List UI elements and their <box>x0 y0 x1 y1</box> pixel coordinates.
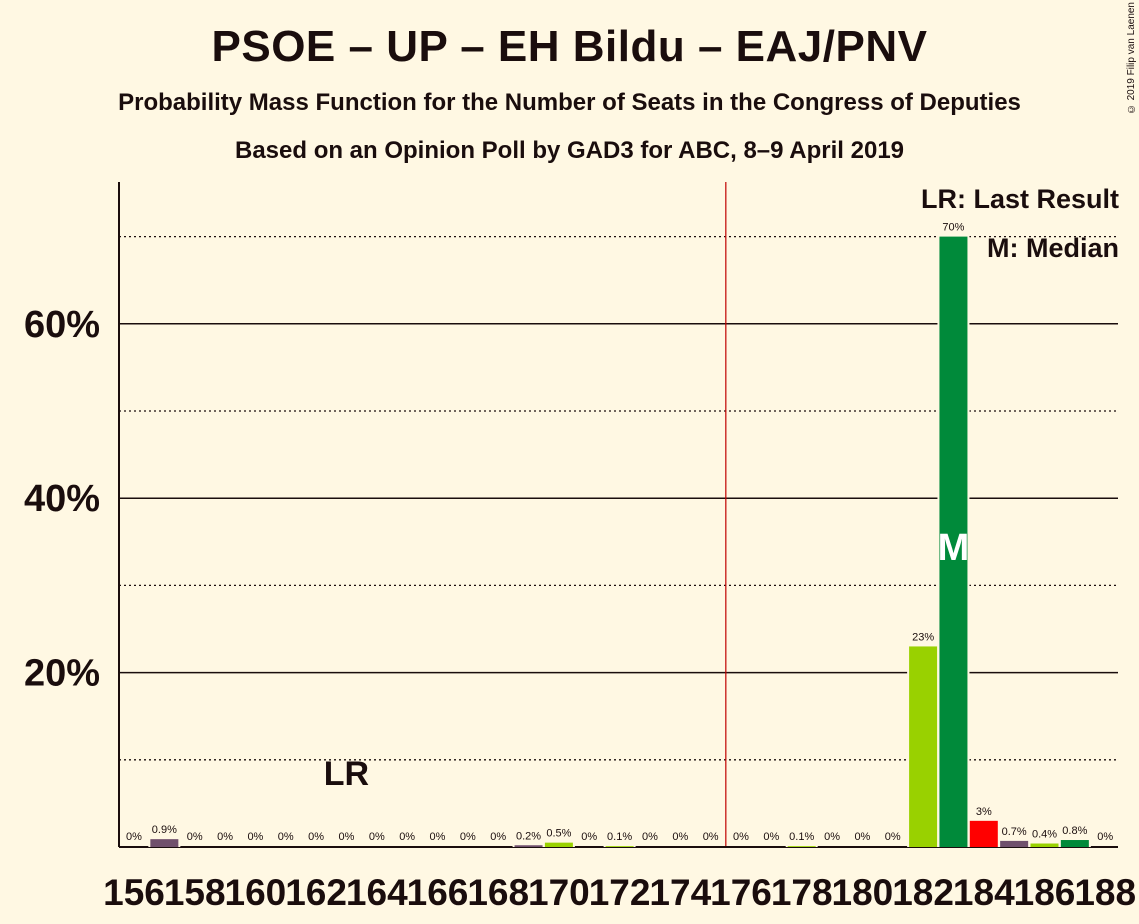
bar-label-182: 23% <box>912 631 934 643</box>
x-tick-label: 176 <box>710 872 772 913</box>
bar-183 <box>939 236 968 848</box>
bar-label-168: 0% <box>490 831 506 843</box>
x-tick-label: 182 <box>892 872 954 913</box>
legend-median: M: Median <box>987 233 1119 263</box>
bar-label-176: 0% <box>733 831 749 843</box>
bar-label-169: 0.2% <box>516 830 541 842</box>
bar-label-163: 0% <box>338 831 354 843</box>
bar-label-174: 0% <box>672 831 688 843</box>
chart-title: PSOE – UP – EH Bildu – EAJ/PNV <box>211 22 928 71</box>
bar-label-164: 0% <box>369 831 385 843</box>
bar-outline <box>512 843 545 847</box>
bar-label-181: 0% <box>885 831 901 843</box>
bar-169 <box>514 845 543 847</box>
bar-outline <box>603 844 636 847</box>
bar-label-156: 0% <box>126 831 142 843</box>
bar-label-186: 0.4% <box>1032 829 1057 841</box>
bar-label-188: 0% <box>1097 831 1113 843</box>
bar-label-158: 0% <box>187 831 203 843</box>
last-result-marker: LR <box>324 755 369 793</box>
chart-subtitle: Probability Mass Function for the Number… <box>118 89 1021 116</box>
bar-172 <box>605 846 634 847</box>
bar-label-160: 0% <box>247 831 263 843</box>
x-tick-label: 164 <box>346 872 408 913</box>
x-tick-label: 180 <box>832 872 894 913</box>
bar-label-180: 0% <box>854 831 870 843</box>
bar-label-170: 0.5% <box>546 828 571 840</box>
bar-182 <box>909 646 938 847</box>
bar-label-179: 0% <box>824 831 840 843</box>
x-tick-label: 188 <box>1074 872 1136 913</box>
x-tick-label: 160 <box>225 872 287 913</box>
x-tick-label: 186 <box>1014 872 1076 913</box>
chart-source: Based on an Opinion Poll by GAD3 for ABC… <box>234 137 905 164</box>
bar-label-177: 0% <box>763 831 779 843</box>
bar-label-184: 3% <box>976 806 992 818</box>
x-tick-label: 162 <box>285 872 347 913</box>
x-tick-label: 166 <box>407 872 469 913</box>
bar-label-187: 0.8% <box>1062 825 1087 837</box>
bar-178 <box>787 846 816 847</box>
x-tick-label: 172 <box>589 872 651 913</box>
legend-last-result: LR: Last Result <box>920 184 1119 214</box>
bar-label-183: 70% <box>942 222 964 234</box>
median-marker: M <box>938 527 970 569</box>
bar-label-178: 0.1% <box>789 831 814 843</box>
x-tick-label: 174 <box>649 872 711 913</box>
x-tick-label: 156 <box>103 872 165 913</box>
x-tick-label: 178 <box>771 872 833 913</box>
bar-label-171: 0% <box>581 831 597 843</box>
bar-label-167: 0% <box>460 831 476 843</box>
y-tick-label: 20% <box>24 653 100 695</box>
y-tick-label: 40% <box>24 478 100 520</box>
bar-label-173: 0% <box>642 831 658 843</box>
bar-185 <box>1000 840 1029 847</box>
bar-label-165: 0% <box>399 831 415 843</box>
bar-170 <box>544 842 573 847</box>
bar-label-162: 0% <box>308 831 324 843</box>
bar-label-166: 0% <box>430 831 446 843</box>
bar-186 <box>1030 843 1059 847</box>
x-tick-label: 158 <box>164 872 226 913</box>
bar-label-175: 0% <box>703 831 719 843</box>
y-tick-label: 60% <box>24 304 100 346</box>
bar-outline <box>785 844 818 847</box>
bar-184 <box>969 820 998 847</box>
bar-label-159: 0% <box>217 831 233 843</box>
bar-157 <box>150 839 179 847</box>
bar-187 <box>1060 840 1089 847</box>
x-tick-label: 168 <box>467 872 529 913</box>
bar-label-185: 0.7% <box>1002 826 1027 838</box>
bar-label-161: 0% <box>278 831 294 843</box>
x-tick-label: 170 <box>528 872 590 913</box>
bar-label-172: 0.1% <box>607 831 632 843</box>
bar-label-157: 0.9% <box>152 824 177 836</box>
x-tick-label: 184 <box>953 872 1015 913</box>
